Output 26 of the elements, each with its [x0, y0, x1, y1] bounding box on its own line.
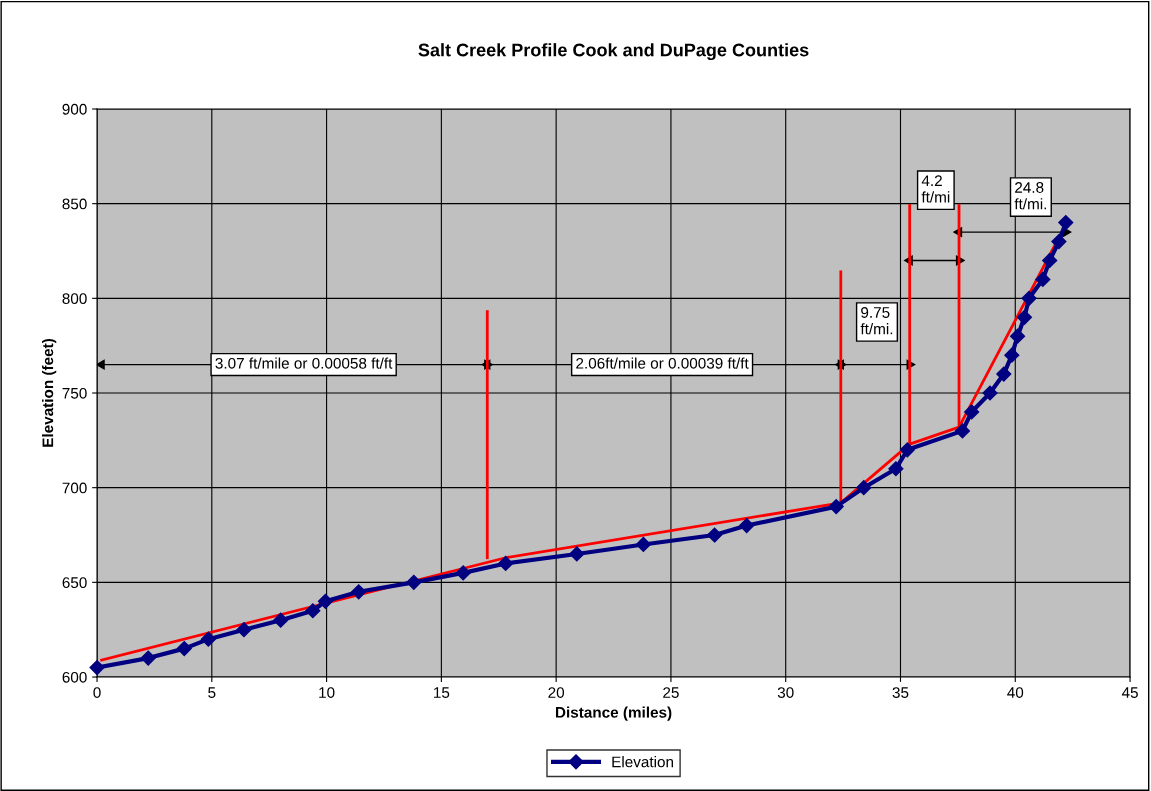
x-tick-label: 5: [208, 687, 216, 698]
x-axis-title: Distance (miles): [555, 706, 672, 721]
x-tick-label: 0: [93, 687, 101, 698]
x-tick-label: 35: [892, 687, 909, 698]
annotation: 24.8 ft/mi.: [1014, 182, 1047, 210]
y-tick-label: 850: [62, 198, 87, 210]
y-tick-label: 800: [62, 293, 87, 305]
y-tick-label: 900: [62, 103, 87, 115]
y-tick-label: 700: [62, 482, 87, 494]
annotation: 3.07 ft/mile or 0.00058 ft/ft: [215, 357, 393, 369]
x-tick-label: 20: [548, 687, 565, 698]
annotation: 9.75 ft/mi.: [860, 307, 893, 335]
y-axis-title: Elevation (feet): [42, 339, 57, 447]
x-tick-label: 15: [434, 687, 450, 698]
x-tick-label: 10: [319, 687, 335, 698]
x-tick-label: 45: [1121, 687, 1138, 698]
legend-label: Elevation: [612, 756, 673, 768]
annotation: 2.06ft/mile or 0.00039 ft/ft: [576, 357, 749, 369]
y-tick-label: 750: [62, 387, 87, 399]
y-tick-label: 650: [62, 577, 87, 589]
x-tick-label: 25: [663, 687, 679, 698]
chart-title: Salt Creek Profile Cook and DuPage Counties: [418, 43, 809, 61]
y-tick-label: 600: [62, 671, 87, 683]
annotation: 4.2 ft/mi: [921, 175, 950, 203]
x-tick-label: 40: [1007, 687, 1024, 698]
x-tick-label: 30: [777, 687, 794, 698]
